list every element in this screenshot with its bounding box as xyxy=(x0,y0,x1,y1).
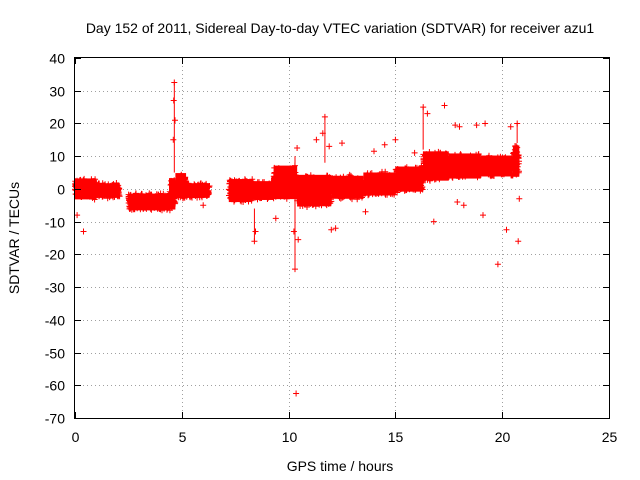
data-point xyxy=(371,148,377,155)
data-point xyxy=(80,228,87,235)
axis-ticks: 0 5 10 15 20 25 40 30 20 10 0 -10 -20 -30 -40 -50 -60 -70 xyxy=(45,51,618,446)
data-point xyxy=(328,226,335,233)
y-axis-label: SDTVAR / TECUs xyxy=(6,182,22,294)
data-band-markers xyxy=(477,152,516,180)
data-point xyxy=(200,202,207,209)
data-point xyxy=(129,202,136,209)
x-tick-label: 0 xyxy=(72,429,80,445)
data-band-markers xyxy=(510,143,522,178)
y-tick-label: -50 xyxy=(45,346,65,362)
data-point xyxy=(362,208,369,215)
x-tick-label: 25 xyxy=(602,429,618,445)
data-band-markers xyxy=(172,171,189,202)
data-point xyxy=(290,228,297,235)
data-point xyxy=(480,212,486,219)
data-point xyxy=(503,226,510,233)
data-band-markers xyxy=(183,180,213,201)
data-point xyxy=(515,238,522,245)
data-point xyxy=(460,202,467,209)
data-points xyxy=(72,79,523,397)
data-point xyxy=(430,218,437,225)
data-band-markers xyxy=(72,175,100,203)
y-tick-label: 30 xyxy=(49,84,65,100)
data-point xyxy=(482,120,489,127)
y-tick-label: -60 xyxy=(45,378,65,394)
grid-lines xyxy=(75,58,609,418)
x-tick-label: 15 xyxy=(388,429,404,445)
x-tick-label: 20 xyxy=(495,429,511,445)
x-tick-label: 5 xyxy=(179,429,187,445)
data-point xyxy=(392,136,399,143)
data-band-markers xyxy=(392,163,427,196)
data-point xyxy=(454,199,461,205)
chart-title: Day 152 of 2011, Sidereal Day-to-day VTE… xyxy=(86,20,595,36)
data-band-markers xyxy=(420,148,452,184)
data-point xyxy=(272,215,279,222)
data-point xyxy=(170,136,177,143)
x-axis-label: GPS time / hours xyxy=(287,458,394,474)
data-point xyxy=(516,195,523,202)
data-point xyxy=(294,145,301,151)
data-band-markers xyxy=(445,151,484,181)
y-tick-label: -30 xyxy=(45,280,65,296)
data-point xyxy=(494,261,501,268)
data-point xyxy=(313,136,320,143)
y-tick-label: -70 xyxy=(45,411,65,427)
y-tick-label: -10 xyxy=(45,215,65,231)
data-point xyxy=(332,225,339,232)
y-tick-label: 20 xyxy=(49,116,65,132)
data-band-markers xyxy=(249,179,277,203)
data-point xyxy=(172,117,178,124)
data-point xyxy=(326,143,333,150)
y-tick-label: 10 xyxy=(49,149,65,165)
data-point xyxy=(339,140,345,147)
data-point xyxy=(170,97,177,104)
plot-frame xyxy=(74,57,610,419)
data-point xyxy=(507,123,514,130)
y-tick-label: 40 xyxy=(49,51,65,67)
y-tick-label: -20 xyxy=(45,247,65,263)
y-tick-label: 0 xyxy=(57,182,65,198)
data-point xyxy=(74,212,81,219)
y-tick-label: -40 xyxy=(45,313,65,329)
data-band-markers xyxy=(93,180,123,202)
data-point xyxy=(441,102,448,109)
data-point xyxy=(424,110,431,117)
data-point xyxy=(452,122,459,129)
data-point xyxy=(473,122,480,129)
data-point xyxy=(381,141,388,148)
data-band-markers xyxy=(294,172,335,210)
data-point xyxy=(293,390,300,397)
data-point xyxy=(295,236,302,243)
data-point xyxy=(411,149,418,156)
data-point xyxy=(456,123,463,130)
data-point xyxy=(252,228,259,235)
x-tick-label: 10 xyxy=(282,429,298,445)
